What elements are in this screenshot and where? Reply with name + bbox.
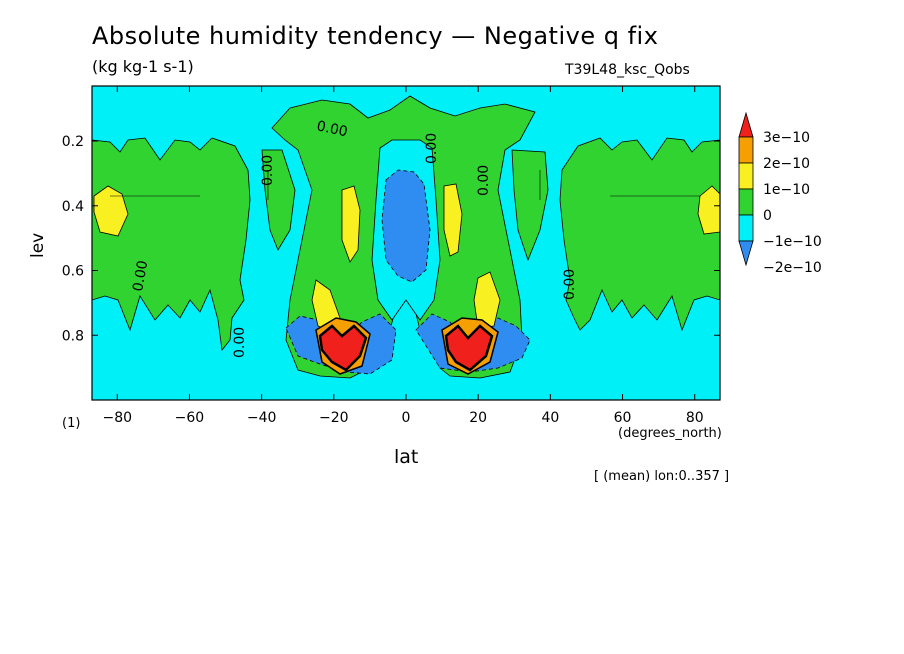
contour-label-left-tower: 0.00 [260, 155, 276, 186]
colorbar-label: 0 [763, 208, 772, 224]
contour-fill-green-right [559, 137, 720, 332]
y-tick-label: 0.4 [62, 199, 84, 215]
contour-fill-green-left [92, 137, 251, 351]
contour-label-center-right: 0.00 [424, 133, 440, 164]
contour-fill-red-left [318, 324, 368, 372]
x-tick-label: 20 [469, 410, 487, 426]
x-tick-label: −40 [247, 410, 277, 426]
contour-label-left-low: 0.00 [232, 327, 248, 358]
chart-title: Absolute humidity tendency — Negative q … [92, 22, 659, 50]
contour-fill-green-tower-left [261, 149, 296, 251]
colorbar-label: −2e−10 [763, 260, 822, 276]
colorbar-swatch [738, 136, 754, 164]
contour-fill-yellow-far-right [697, 185, 720, 235]
colorbar-arrow-top [738, 111, 754, 138]
x-tick-label: 60 [614, 410, 632, 426]
contour-label-right-tower: 0.00 [476, 165, 492, 196]
contour-label-left: 0.00 [130, 259, 151, 292]
colorbar-label: 3e−10 [763, 130, 810, 146]
x-tick-label: 40 [541, 410, 559, 426]
x-tick-label: 80 [686, 410, 704, 426]
y-tick-label: 0.2 [62, 134, 84, 150]
contour-label-top: 0.00 [315, 118, 349, 140]
contour-fill-yellow-right-low [473, 271, 501, 329]
contour-label-right: 0.00 [562, 269, 578, 300]
y-tick-label: 0.6 [62, 264, 84, 280]
colorbar-arrow-bottom [738, 240, 754, 267]
colorbar-label: 2e−10 [763, 156, 810, 172]
colorbar-label: −1e−10 [763, 234, 822, 250]
x-tick-label: 0 [402, 410, 411, 426]
contour-fill-red-right [444, 324, 494, 372]
contour-fill-blue-center [381, 169, 431, 283]
x-axis-units: (degrees_north) [618, 426, 722, 441]
chart-subtitle-units: (kg kg-1 s-1) [92, 57, 194, 76]
contour-fill-yellow-right-tower [443, 183, 463, 257]
colorbar-swatch [738, 214, 754, 242]
x-tick-label: −20 [319, 410, 349, 426]
x-axis-label: lat [394, 446, 419, 468]
run-label: T39L48_ksc_Qobs [565, 62, 690, 78]
contour-lines [110, 170, 700, 200]
contour-fill-green-tower-right [511, 149, 549, 262]
x-axis-ticks: −80 −60 −40 −20 0 20 40 60 80 [102, 86, 704, 426]
y-tick-label: 0.8 [62, 328, 84, 344]
x-tick-label: −60 [175, 410, 205, 426]
y-axis-units: (1) [62, 416, 81, 431]
contour-fill-yellow-left-tower [341, 185, 361, 263]
x-tick-label: −80 [102, 410, 132, 426]
footnote: [ (mean) lon:0..357 ] [594, 469, 730, 484]
contour-fill-yellow-far-left [93, 185, 129, 237]
y-axis-ticks: 0.2 0.4 0.6 0.8 [62, 134, 720, 344]
colorbar-label: 1e−10 [763, 182, 810, 198]
colorbar-swatch [738, 162, 754, 190]
colorbar: 3e−10 2e−10 1e−10 0 −1e−10 −2e−10 [738, 111, 822, 276]
colorbar-swatch [738, 188, 754, 216]
